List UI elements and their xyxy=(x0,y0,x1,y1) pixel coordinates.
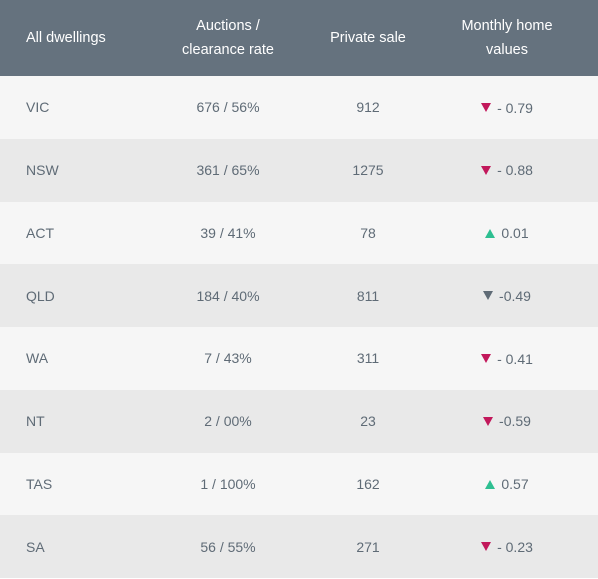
triangle-up-icon xyxy=(485,228,496,238)
monthly-change-cell: 0.01 xyxy=(416,202,598,265)
region-cell: NT xyxy=(26,413,45,430)
auctions-cell: 184 / 40% xyxy=(196,287,260,304)
auctions-cell: 7 / 43% xyxy=(204,350,252,367)
change-value: - 0.79 xyxy=(497,99,533,116)
private-sale-cell: 23 xyxy=(360,413,376,430)
header-auctions-line2: clearance rate xyxy=(182,42,274,58)
auctions-cell: 1 / 100% xyxy=(200,475,256,492)
region-cell: WA xyxy=(26,350,49,367)
header-monthly-line2: values xyxy=(486,42,528,58)
auctions-cell: 39 / 41% xyxy=(200,224,256,241)
header-private-sale: Private sale xyxy=(330,30,406,46)
table-row: TAS 1 / 100% 162 0.57 xyxy=(0,452,598,516)
header-auctions-line1: Auctions / xyxy=(196,18,260,34)
triangle-down-icon xyxy=(481,542,492,552)
private-sale-cell: 271 xyxy=(356,538,380,555)
change-value: -0.49 xyxy=(499,287,531,304)
triangle-down-icon xyxy=(481,165,492,175)
table-row: NSW 361 / 65% 1275 - 0.88 xyxy=(0,138,598,202)
private-sale-cell: 78 xyxy=(360,224,376,241)
table-row: WA 7 / 43% 311 - 0.41 xyxy=(0,327,598,390)
triangle-down-icon xyxy=(481,354,492,364)
change-value: 0.57 xyxy=(501,476,529,493)
private-sale-cell: 162 xyxy=(356,475,380,492)
private-sale-cell: 1275 xyxy=(352,162,384,179)
triangle-down-icon xyxy=(483,291,494,301)
triangle-down-icon xyxy=(483,416,494,426)
auctions-cell: 676 / 56% xyxy=(196,99,260,116)
region-cell: TAS xyxy=(26,475,53,492)
header-monthly-home-values: Monthly home values xyxy=(416,0,598,76)
monthly-change-cell: - 0.41 xyxy=(416,327,598,390)
private-sale-cell: 311 xyxy=(356,350,380,367)
header-auctions-clearance-rate: Auctions / clearance rate xyxy=(136,0,320,76)
auctions-cell: 361 / 65% xyxy=(196,162,260,179)
header-monthly-line1: Monthly home xyxy=(461,18,553,34)
triangle-up-icon xyxy=(485,479,496,489)
region-cell: SA xyxy=(26,538,45,555)
monthly-change-cell: - 0.88 xyxy=(416,139,598,202)
monthly-change-cell: -0.59 xyxy=(416,390,598,453)
table-row: QLD 184 / 40% 811 -0.49 xyxy=(0,264,598,327)
change-value: - 0.23 xyxy=(497,538,533,555)
table-row: VIC 676 / 56% 912 - 0.79 xyxy=(0,76,598,139)
private-sale-cell: 811 xyxy=(356,287,380,304)
change-value: - 0.41 xyxy=(497,350,533,367)
triangle-down-icon xyxy=(481,103,492,113)
table-row: NT 2 / 00% 23 -0.59 xyxy=(0,389,598,453)
auctions-cell: 2 / 00% xyxy=(204,413,252,430)
table-header-row: All dwellings Auctions / clearance rate … xyxy=(0,0,598,76)
region-cell: VIC xyxy=(26,99,50,116)
region-cell: NSW xyxy=(26,162,59,179)
header-all-dwellings: All dwellings xyxy=(26,30,106,46)
change-value: 0.01 xyxy=(501,225,529,242)
change-value: - 0.88 xyxy=(497,162,533,179)
table-row: ACT 39 / 41% 78 0.01 xyxy=(0,201,598,265)
region-cell: ACT xyxy=(26,224,54,241)
change-value: -0.59 xyxy=(499,413,531,430)
monthly-change-cell: -0.49 xyxy=(416,264,598,327)
region-cell: QLD xyxy=(26,287,55,304)
table-row: SA 56 / 55% 271 - 0.23 xyxy=(0,515,598,578)
private-sale-cell: 912 xyxy=(356,99,380,116)
monthly-change-cell: 0.57 xyxy=(416,453,598,516)
monthly-change-cell: - 0.79 xyxy=(416,76,598,139)
auctions-cell: 56 / 55% xyxy=(200,538,256,555)
monthly-change-cell: - 0.23 xyxy=(416,515,598,578)
